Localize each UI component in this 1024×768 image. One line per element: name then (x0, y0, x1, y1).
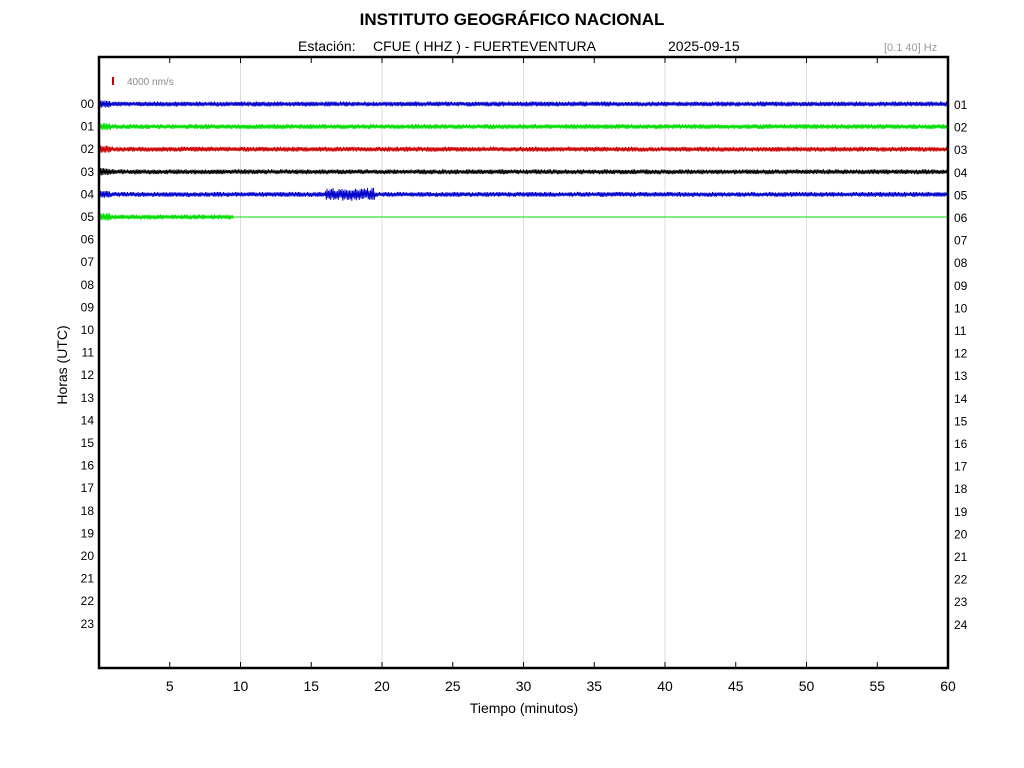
hour-label-left: 02 (81, 142, 95, 156)
hour-label-right: 02 (954, 121, 968, 135)
hour-label-right: 01 (954, 98, 968, 112)
hour-label-right: 09 (954, 279, 968, 293)
filter-band: [0.1 40] Hz (884, 42, 938, 54)
station-label: Estación: (298, 38, 356, 54)
hour-label-right: 20 (954, 527, 968, 541)
x-tick-label: 50 (799, 678, 815, 694)
trace-hour-00 (98, 100, 949, 108)
hour-label-left: 08 (81, 278, 95, 292)
hour-label-left: 10 (81, 323, 95, 337)
hour-label-right: 10 (954, 301, 968, 315)
x-tick-label: 10 (233, 678, 249, 694)
trace-hour-01 (98, 122, 949, 131)
x-axis-label: Tiempo (minutos) (469, 700, 579, 716)
hour-label-left: 16 (81, 459, 95, 473)
x-tick-label: 20 (374, 678, 390, 694)
hour-label-right: 11 (954, 324, 967, 338)
hour-label-left: 07 (81, 255, 95, 269)
hour-label-right: 05 (954, 188, 968, 202)
scale-label: 4000 nm/s (127, 77, 174, 88)
hour-label-left: 12 (81, 368, 95, 382)
x-tick-label: 55 (869, 678, 885, 694)
record-date: 2025-09-15 (668, 38, 740, 54)
trace-hour-05 (98, 213, 234, 221)
hour-label-right: 17 (954, 460, 968, 474)
hour-label-right: 24 (954, 618, 968, 632)
hour-label-left: 03 (81, 165, 95, 179)
hour-label-right: 14 (954, 392, 968, 406)
hour-label-right: 06 (954, 211, 968, 225)
hour-label-left: 13 (81, 391, 95, 405)
scale-marker (112, 77, 114, 85)
hour-label-right: 04 (954, 166, 968, 180)
hour-label-right: 22 (954, 573, 968, 587)
x-tick-label: 60 (940, 678, 956, 694)
x-tick-label: 15 (303, 678, 319, 694)
hour-label-right: 16 (954, 437, 968, 451)
x-tick-label: 35 (586, 678, 602, 694)
trace-hour-02 (98, 145, 949, 153)
hour-label-right: 03 (954, 143, 968, 157)
hour-label-right: 23 (954, 595, 968, 609)
hour-label-left: 20 (81, 549, 95, 563)
y-axis-label: Horas (UTC) (54, 325, 70, 405)
hour-label-left: 17 (81, 481, 95, 495)
x-tick-label: 45 (728, 678, 744, 694)
station-name: CFUE ( HHZ ) - FUERTEVENTURA (373, 38, 596, 54)
hour-label-left: 21 (81, 572, 95, 586)
hour-label-left: 05 (81, 210, 95, 224)
hour-label-right: 21 (954, 550, 968, 564)
hour-label-left: 11 (82, 346, 95, 360)
trace-hour-04 (98, 187, 949, 201)
hour-label-left: 15 (81, 436, 95, 450)
hour-label-left: 22 (81, 594, 95, 608)
hour-label-right: 18 (954, 482, 968, 496)
hour-label-left: 00 (81, 97, 95, 111)
hour-label-left: 01 (81, 120, 95, 134)
x-tick-label: 30 (516, 678, 532, 694)
hour-label-left: 04 (81, 187, 95, 201)
hour-label-left: 23 (81, 617, 95, 631)
trace-hour-03 (98, 167, 949, 176)
hour-label-left: 18 (81, 504, 95, 518)
hour-label-right: 13 (954, 369, 968, 383)
hour-label-left: 19 (81, 526, 95, 540)
x-tick-label: 5 (166, 678, 174, 694)
hour-label-right: 12 (954, 347, 968, 361)
hour-label-left: 09 (81, 300, 95, 314)
hour-label-right: 15 (954, 414, 968, 428)
hour-label-left: 14 (81, 413, 95, 427)
hour-label-right: 07 (954, 234, 968, 248)
hour-label-right: 08 (954, 256, 968, 270)
x-tick-label: 40 (657, 678, 673, 694)
chart-title: INSTITUTO GEOGRÁFICO NACIONAL (359, 10, 665, 29)
hour-label-right: 19 (954, 505, 968, 519)
x-tick-label: 25 (445, 678, 461, 694)
hour-label-left: 06 (81, 233, 95, 247)
